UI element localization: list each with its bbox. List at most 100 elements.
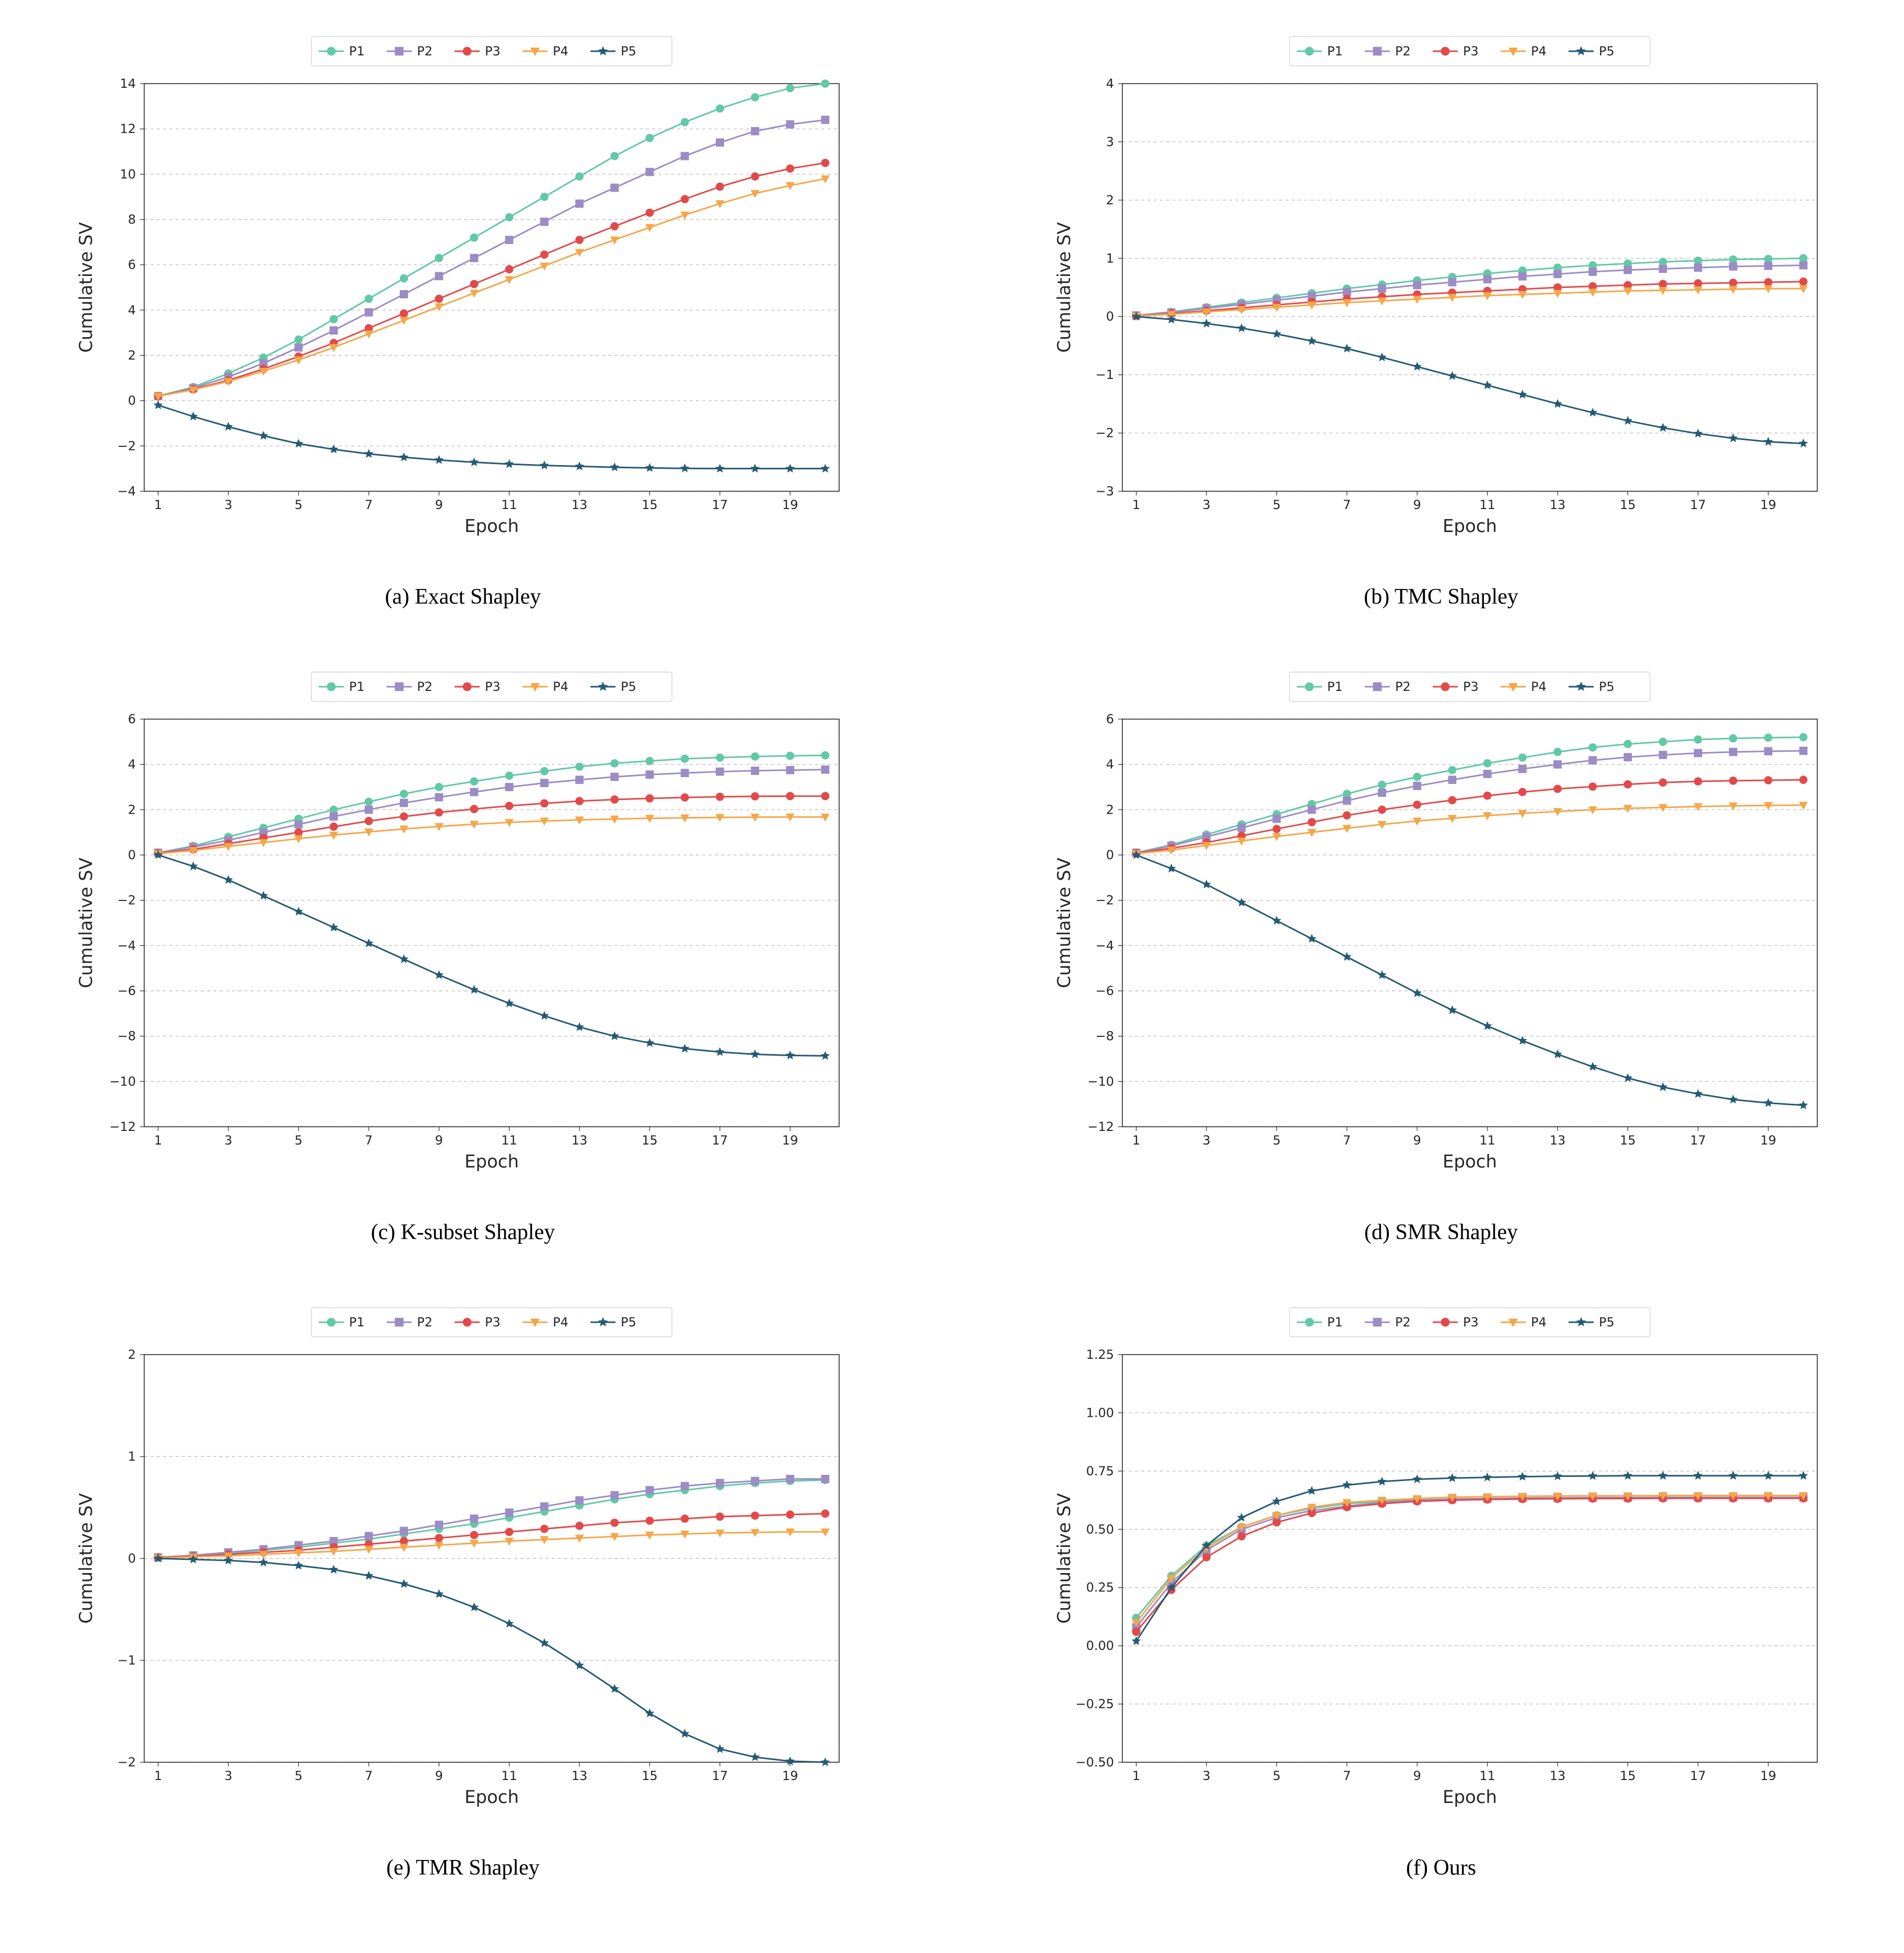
svg-text:7: 7	[365, 1769, 373, 1783]
x-axis-label: Epoch	[1443, 1151, 1497, 1172]
svg-text:15: 15	[1620, 498, 1636, 512]
svg-text:19: 19	[782, 1769, 798, 1783]
x-axis-label: Epoch	[1443, 1787, 1497, 1808]
chart-caption-a: (a) Exact Shapley	[385, 584, 541, 609]
svg-text:17: 17	[1690, 1769, 1706, 1783]
svg-text:−2: −2	[118, 893, 136, 908]
svg-text:3: 3	[1202, 1769, 1210, 1783]
legend-label-P1: P1	[1327, 44, 1343, 59]
legend-label-P5: P5	[1599, 679, 1615, 694]
svg-text:3: 3	[1106, 134, 1114, 149]
legend: P1P2P3P4P5	[1290, 37, 1650, 66]
svg-text:17: 17	[1690, 498, 1706, 512]
y-axis-label: Cumulative SV	[76, 1493, 97, 1624]
svg-text:14: 14	[120, 76, 136, 91]
chart-caption-f: (f) Ours	[1406, 1855, 1476, 1880]
svg-text:11: 11	[501, 1769, 517, 1783]
svg-text:17: 17	[712, 498, 728, 512]
svg-text:1: 1	[154, 498, 162, 512]
legend: P1P2P3P4P5	[1290, 1308, 1650, 1337]
legend-label-P2: P2	[417, 44, 433, 59]
svg-text:13: 13	[1550, 498, 1566, 512]
svg-text:−3: −3	[1096, 484, 1114, 499]
legend-label-P3: P3	[485, 44, 501, 59]
svg-text:−2: −2	[118, 438, 136, 453]
legend-label-P5: P5	[621, 44, 636, 59]
chart-caption-d: (d) SMR Shapley	[1364, 1220, 1518, 1245]
svg-text:0.75: 0.75	[1086, 1464, 1114, 1478]
chart-svg-a: 135791113151719−4−202468101214EpochCumul…	[55, 21, 870, 575]
svg-text:−2: −2	[118, 1755, 136, 1770]
svg-text:−4: −4	[118, 484, 136, 499]
svg-text:13: 13	[1550, 1769, 1566, 1783]
chart-cell-a: 135791113151719−4−202468101214EpochCumul…	[21, 21, 905, 609]
svg-text:10: 10	[120, 167, 136, 181]
svg-text:4: 4	[128, 757, 136, 772]
svg-text:5: 5	[1273, 1133, 1281, 1148]
svg-text:7: 7	[365, 1133, 373, 1148]
chart-caption-c: (c) K-subset Shapley	[371, 1220, 555, 1245]
svg-text:6: 6	[128, 258, 136, 272]
svg-text:−0.25: −0.25	[1075, 1697, 1114, 1712]
svg-text:−0.50: −0.50	[1075, 1755, 1114, 1770]
svg-text:5: 5	[295, 498, 303, 512]
legend-label-P4: P4	[553, 44, 568, 59]
svg-text:9: 9	[1413, 1769, 1421, 1783]
legend-label-P3: P3	[485, 679, 501, 694]
svg-text:1: 1	[154, 1133, 162, 1148]
svg-text:1: 1	[1106, 251, 1114, 265]
svg-text:17: 17	[1690, 1133, 1706, 1148]
svg-text:4: 4	[1106, 76, 1114, 91]
svg-text:7: 7	[1343, 1133, 1351, 1148]
svg-text:15: 15	[1620, 1133, 1636, 1148]
legend-label-P1: P1	[349, 1315, 365, 1330]
chart-svg-b: 135791113151719−3−2−101234EpochCumulativ…	[1034, 21, 1849, 575]
legend-label-P3: P3	[1463, 44, 1479, 59]
svg-text:−6: −6	[118, 984, 136, 998]
svg-text:−8: −8	[118, 1029, 136, 1044]
svg-text:−6: −6	[1096, 984, 1114, 998]
svg-text:1: 1	[1132, 498, 1140, 512]
y-axis-label: Cumulative SV	[76, 858, 97, 988]
legend-label-P4: P4	[1531, 1315, 1547, 1330]
svg-text:7: 7	[365, 498, 373, 512]
svg-text:−12: −12	[109, 1119, 136, 1134]
svg-text:1.00: 1.00	[1086, 1405, 1114, 1420]
chart-cell-b: 135791113151719−3−2−101234EpochCumulativ…	[999, 21, 1883, 609]
svg-text:6: 6	[128, 712, 136, 726]
legend-label-P4: P4	[1531, 44, 1547, 59]
svg-text:3: 3	[224, 1769, 232, 1783]
svg-text:3: 3	[1202, 1133, 1210, 1148]
svg-text:2: 2	[1106, 802, 1114, 817]
svg-text:13: 13	[572, 1769, 588, 1783]
svg-text:−4: −4	[1096, 938, 1114, 953]
svg-text:9: 9	[435, 1769, 443, 1783]
svg-text:3: 3	[224, 498, 232, 512]
svg-text:11: 11	[1479, 498, 1495, 512]
svg-text:2: 2	[128, 348, 136, 363]
svg-text:11: 11	[1479, 1133, 1495, 1148]
svg-text:−2: −2	[1096, 893, 1114, 908]
legend-label-P1: P1	[1327, 679, 1343, 694]
svg-text:2: 2	[128, 802, 136, 817]
legend: P1P2P3P4P5	[1290, 672, 1650, 701]
svg-text:6: 6	[1106, 712, 1114, 726]
svg-text:19: 19	[1760, 498, 1777, 512]
svg-text:5: 5	[295, 1769, 303, 1783]
svg-text:9: 9	[1413, 1133, 1421, 1148]
svg-text:19: 19	[782, 1133, 798, 1148]
svg-text:−10: −10	[109, 1074, 136, 1089]
x-axis-label: Epoch	[465, 516, 519, 537]
svg-text:−8: −8	[1096, 1029, 1114, 1044]
svg-text:3: 3	[1202, 498, 1210, 512]
svg-text:9: 9	[435, 1133, 443, 1148]
svg-text:13: 13	[1550, 1133, 1566, 1148]
svg-text:9: 9	[1413, 498, 1421, 512]
legend: P1P2P3P4P5	[311, 1308, 672, 1337]
svg-text:11: 11	[501, 1133, 517, 1148]
legend: P1P2P3P4P5	[311, 37, 672, 66]
svg-text:1: 1	[128, 1449, 136, 1464]
svg-text:1: 1	[154, 1769, 162, 1783]
legend-label-P1: P1	[1327, 1315, 1343, 1330]
svg-text:15: 15	[642, 1133, 658, 1148]
